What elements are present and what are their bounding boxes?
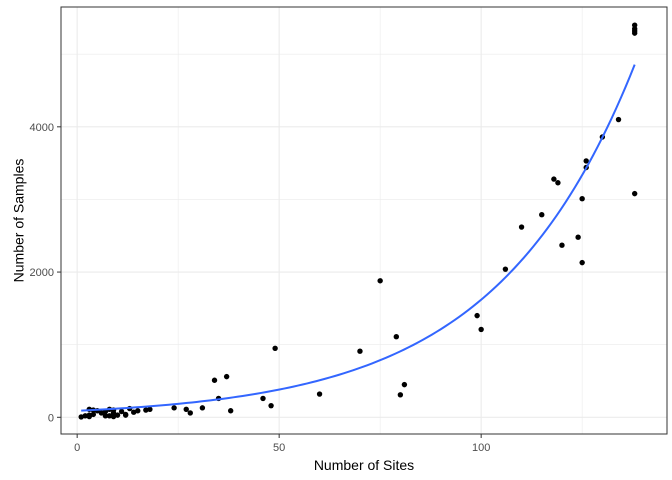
data-point: [135, 408, 141, 414]
data-point: [478, 326, 484, 333]
data-point: [118, 408, 125, 415]
data-point: [268, 402, 274, 409]
data-point: [122, 412, 129, 418]
x-tick-label: 50: [273, 442, 285, 454]
data-point: [82, 413, 88, 419]
data-point: [551, 176, 557, 182]
x-tick-label: 100: [472, 442, 490, 454]
y-tick-label: 4000: [30, 122, 54, 134]
data-point: [90, 411, 97, 418]
data-point: [579, 259, 585, 266]
data-point: [78, 414, 84, 420]
y-tick-label: 0: [48, 412, 54, 424]
data-point: [357, 348, 363, 354]
plot-panel: [61, 7, 667, 434]
data-point: [211, 377, 218, 383]
data-point: [86, 412, 92, 418]
y-tick-label: 2000: [30, 267, 54, 279]
data-point: [575, 234, 581, 240]
data-point: [631, 190, 638, 197]
data-point: [260, 395, 266, 402]
data-point: [401, 381, 408, 388]
data-point: [539, 211, 545, 218]
data-point: [147, 406, 153, 413]
data-point: [615, 116, 622, 123]
y-axis: 0 2000 4000: [30, 122, 61, 424]
data-point: [502, 266, 509, 272]
data-point: [199, 405, 206, 411]
data-point: [272, 345, 278, 352]
trend-line: [81, 64, 636, 412]
data-point: [227, 408, 234, 414]
y-axis-title: Number of Samples: [11, 159, 27, 283]
data-point: [316, 391, 323, 397]
data-point: [631, 30, 638, 36]
data-point: [579, 196, 585, 202]
panel-border: [60, 6, 668, 435]
data-point: [114, 412, 121, 418]
data-point: [555, 180, 561, 186]
data-point: [559, 242, 565, 248]
x-axis: 0 50 100: [74, 434, 490, 454]
data-point: [223, 373, 230, 380]
data-point: [106, 413, 113, 419]
data-point: [474, 312, 480, 319]
data-point: [397, 392, 404, 398]
grid-lines: [61, 7, 667, 434]
x-tick-label: 0: [74, 442, 80, 454]
x-axis-title: Number of Sites: [314, 457, 414, 473]
data-point: [143, 407, 149, 413]
data-point: [171, 405, 177, 411]
data-point: [393, 333, 400, 340]
data-point: [187, 410, 193, 416]
data-point: [102, 413, 109, 419]
data-point: [583, 158, 589, 164]
data-point: [518, 224, 525, 230]
data-point: [183, 406, 189, 413]
data-point: [377, 278, 383, 284]
